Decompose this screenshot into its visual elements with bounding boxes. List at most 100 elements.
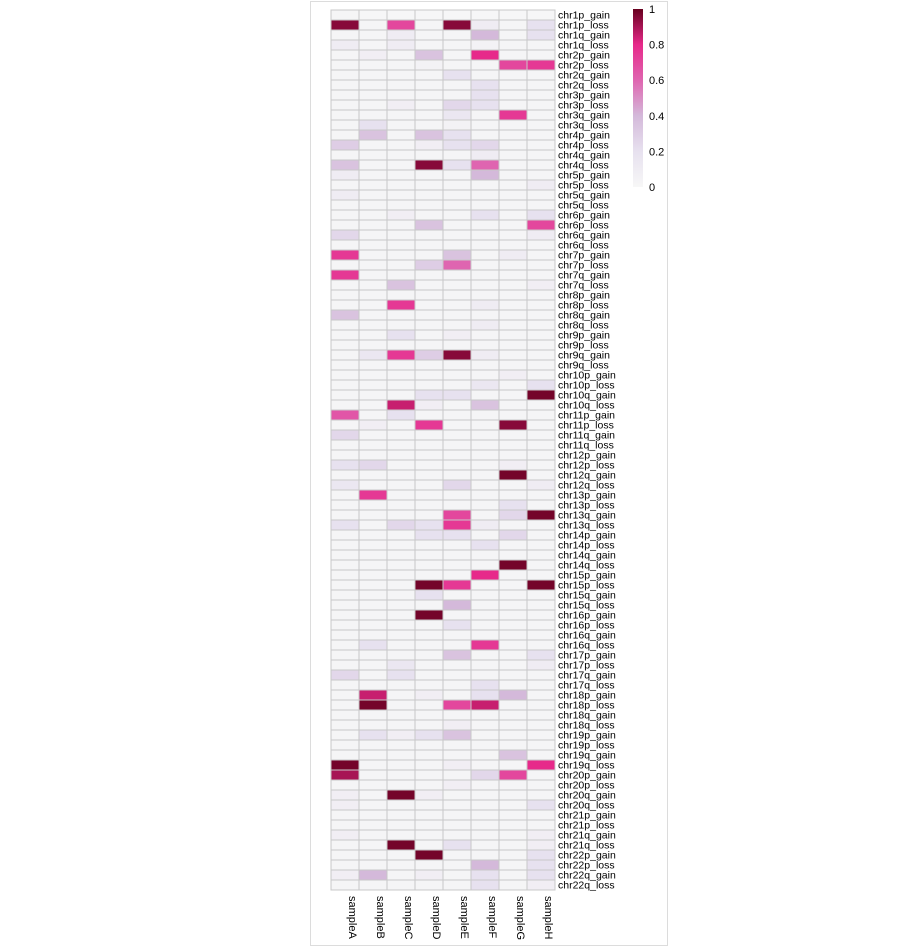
heatmap-cell xyxy=(498,269,528,281)
heatmap-cell xyxy=(386,599,416,611)
heatmap-cell xyxy=(498,399,528,411)
heatmap-cell xyxy=(526,759,556,771)
heatmap-cell xyxy=(442,709,472,721)
heatmap-cell xyxy=(498,109,528,121)
heatmap-cell xyxy=(358,589,388,601)
heatmap-cell xyxy=(526,809,556,821)
heatmap-cell xyxy=(526,459,556,471)
heatmap-cell xyxy=(386,489,416,501)
heatmap-cell xyxy=(442,159,472,171)
row-label: chr9p_loss xyxy=(558,340,609,352)
row-label: chr16q_loss xyxy=(558,640,615,652)
heatmap-cell xyxy=(498,819,528,831)
heatmap-cell xyxy=(470,729,500,741)
heatmap-cell xyxy=(526,499,556,511)
heatmap-cell xyxy=(498,309,528,321)
heatmap-cell xyxy=(526,849,556,861)
row-label: chr2p_loss xyxy=(558,60,609,72)
heatmap-cell xyxy=(358,489,388,501)
heatmap-cell xyxy=(498,59,528,71)
heatmap-cell xyxy=(498,199,528,211)
heatmap-cell xyxy=(414,759,444,771)
heatmap-cell xyxy=(470,409,500,421)
heatmap-cell xyxy=(414,619,444,631)
heatmap-cell xyxy=(386,519,416,531)
heatmap-cell xyxy=(442,439,472,451)
row-label: chr21p_loss xyxy=(558,820,615,832)
heatmap-cell xyxy=(470,849,500,861)
heatmap-cell xyxy=(498,449,528,461)
heatmap-cell xyxy=(498,879,528,891)
heatmap-cell xyxy=(442,109,472,121)
heatmap-cell xyxy=(386,339,416,351)
heatmap-cell xyxy=(386,809,416,821)
heatmap-cell xyxy=(442,779,472,791)
heatmap-cell xyxy=(498,659,528,671)
heatmap-cell xyxy=(330,639,360,651)
heatmap-cell xyxy=(358,109,388,121)
row-label: chr11p_loss xyxy=(558,420,614,432)
heatmap-cell xyxy=(414,639,444,651)
heatmap-cell xyxy=(498,689,528,701)
heatmap-cell xyxy=(498,629,528,641)
row-label: chr5q_loss xyxy=(558,200,609,212)
heatmap-cell xyxy=(358,309,388,321)
heatmap-cell xyxy=(498,849,528,861)
row-label: chr12p_gain xyxy=(558,450,616,462)
heatmap-cell xyxy=(330,319,360,331)
heatmap-cell xyxy=(330,29,360,41)
heatmap-cell xyxy=(414,649,444,661)
column-label: sampleF xyxy=(486,896,498,938)
heatmap-cell xyxy=(386,449,416,461)
chart-frame: chr1p_gain chr1p_loss chr1q_gain chr1q_loss… xyxy=(310,1,668,946)
heatmap-cell xyxy=(526,89,556,101)
heatmap-cell xyxy=(330,839,360,851)
heatmap-cell xyxy=(386,79,416,91)
heatmap-cell xyxy=(414,559,444,571)
heatmap-cell xyxy=(470,319,500,331)
heatmap-cell xyxy=(470,249,500,261)
heatmap-cell xyxy=(526,259,556,271)
column-label: sampleD xyxy=(430,896,442,939)
heatmap-cell xyxy=(470,439,500,451)
heatmap-cell xyxy=(470,489,500,501)
heatmap-cell xyxy=(358,609,388,621)
heatmap-cell xyxy=(498,769,528,781)
heatmap-cell xyxy=(498,609,528,621)
heatmap-cell xyxy=(358,539,388,551)
heatmap-cell xyxy=(358,479,388,491)
heatmap-cell xyxy=(330,769,360,781)
heatmap-cell xyxy=(470,659,500,671)
heatmap-cell xyxy=(470,309,500,321)
heatmap-cell xyxy=(526,679,556,691)
heatmap-cell xyxy=(442,599,472,611)
heatmap-cell xyxy=(414,409,444,421)
heatmap-cell xyxy=(358,289,388,301)
heatmap-cell xyxy=(498,209,528,221)
heatmap-cell xyxy=(498,619,528,631)
heatmap-cell xyxy=(358,669,388,681)
row-label: chr15q_loss xyxy=(558,600,615,612)
row-label: chr4p_gain xyxy=(558,130,610,142)
heatmap-cell xyxy=(330,39,360,51)
heatmap-cell xyxy=(358,559,388,571)
heatmap-cell xyxy=(526,339,556,351)
heatmap-cell xyxy=(442,209,472,221)
heatmap-cell xyxy=(358,629,388,641)
heatmap-cell xyxy=(330,599,360,611)
heatmap-cell xyxy=(386,839,416,851)
heatmap-cell xyxy=(498,249,528,261)
heatmap-cell xyxy=(498,69,528,81)
heatmap-cell xyxy=(330,469,360,481)
heatmap-cell xyxy=(526,69,556,81)
heatmap-cell xyxy=(442,659,472,671)
heatmap-cell xyxy=(526,129,556,141)
heatmap-cell xyxy=(526,239,556,251)
heatmap-cell xyxy=(330,849,360,861)
heatmap-cell xyxy=(414,29,444,41)
row-label: chr17q_gain xyxy=(558,670,616,682)
column-label: sampleE xyxy=(458,896,470,939)
column-label: sampleG xyxy=(514,896,526,940)
row-label: chr12q_gain xyxy=(558,470,616,482)
heatmap-cell xyxy=(526,359,556,371)
